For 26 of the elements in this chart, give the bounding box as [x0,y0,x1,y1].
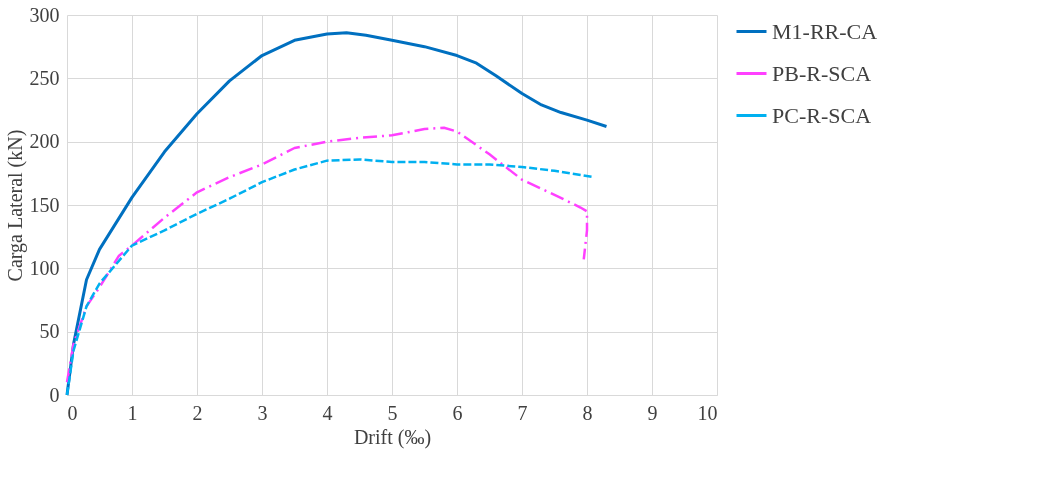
y-axis-title: Carga Lateral (kN) [3,129,27,282]
x-tick-label: 10 [697,401,718,424]
y-tick-label: 0 [49,383,60,406]
line-series [65,126,589,384]
y-tick-label: 100 [29,256,60,279]
y-tick-label: 150 [29,193,60,216]
x-tick-label: 2 [192,401,203,424]
x-tick-label: 4 [322,401,333,424]
x-tick-label: 5 [387,401,398,424]
line-series [65,158,595,397]
x-tick-label: 0 [67,401,78,424]
line-series [65,31,608,397]
y-tick-label: 250 [29,66,60,89]
x-tick-label: 8 [582,401,593,424]
y-tick-label: 300 [29,3,60,26]
x-tick-label: 1 [127,401,138,424]
legend-label: M1-RR-CA [772,18,878,44]
x-tick-label: 6 [452,401,463,424]
x-tick-label: 9 [647,401,658,424]
legend-label: PB-R-SCA [772,60,872,86]
y-tick-label: 50 [39,320,60,343]
x-tick-label: 7 [517,401,528,424]
y-tick-label: 200 [29,130,60,153]
x-tick-label: 3 [257,401,268,424]
legend-label: PC-R-SCA [772,102,872,128]
x-axis-title: Drift (‰) [353,425,432,449]
